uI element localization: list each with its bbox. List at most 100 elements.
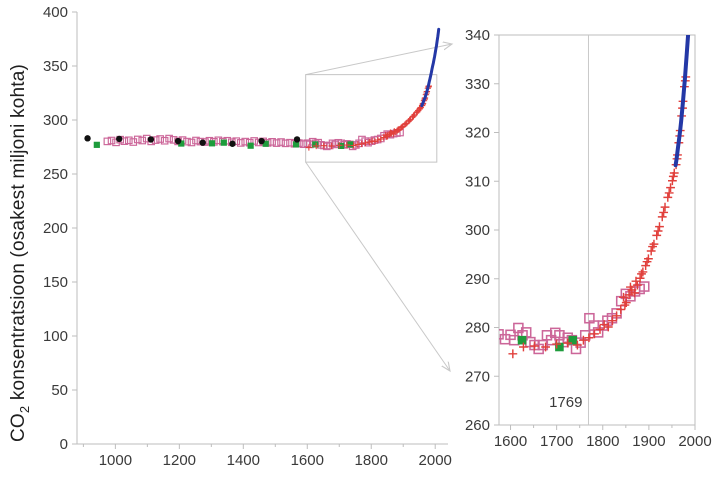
panel-inset: 1769 260 270 280 290 300 310 320 330 340 1600 1700 1…	[465, 27, 712, 450]
open-square-marker	[160, 136, 169, 145]
x-tick-label: 1200	[163, 452, 196, 469]
plus-marker	[358, 140, 365, 148]
dot-marker	[147, 136, 155, 143]
plus-marker	[584, 333, 594, 343]
plus-marker	[374, 136, 382, 144]
blue-line-path	[673, 35, 691, 168]
plus-marker	[655, 222, 664, 231]
x-tick-label: 1600	[291, 452, 324, 469]
plus-marker	[371, 138, 379, 145]
plus-marker	[644, 254, 653, 264]
series-black-dots	[84, 135, 301, 147]
y-tick-label: 270	[465, 368, 490, 385]
plus-marker	[657, 212, 667, 222]
y-tick-label: 150	[43, 274, 68, 291]
plus-marker	[666, 183, 675, 192]
zoom-connectors	[305, 44, 452, 371]
plus-marker	[563, 338, 573, 348]
plus-marker	[624, 290, 634, 300]
filled-square-marker	[312, 141, 319, 148]
open-square-marker	[250, 137, 259, 145]
y-axis-title: CO2 konsentratsioon (osakest miljoni koh…	[8, 64, 32, 442]
plus-marker	[328, 142, 335, 150]
y-tick-label: 320	[465, 125, 490, 142]
open-square-marker	[124, 136, 133, 145]
series-blue-line	[420, 27, 441, 108]
filled-square-marker	[178, 140, 185, 147]
plus-marker	[660, 202, 670, 212]
plus-marker	[377, 135, 385, 143]
y-axis-title-rest: konsentratsioon (osakest miljoni kohta)	[8, 63, 29, 406]
filled-square-marker	[568, 335, 578, 345]
plus-marker	[638, 267, 648, 277]
y-tick-label: 300	[465, 222, 490, 239]
plus-marker	[637, 269, 646, 279]
panel-inset-data	[499, 35, 691, 359]
plus-marker	[669, 168, 679, 178]
y-tick-label: 250	[43, 166, 68, 183]
y-tick-label: 100	[43, 328, 68, 345]
plus-marker	[612, 311, 621, 321]
plus-marker	[573, 340, 582, 350]
y-tick-label: 310	[465, 173, 490, 190]
x-tick-label: 2000	[419, 452, 452, 469]
filled-square-marker	[262, 140, 269, 147]
blue-line-path	[420, 27, 441, 108]
plus-marker	[608, 316, 617, 326]
plus-marker	[406, 117, 413, 124]
y-tick-label: 400	[43, 4, 68, 21]
plus-marker	[641, 261, 651, 270]
zoom-connector-upper	[305, 44, 452, 76]
open-square-marker	[303, 139, 312, 148]
plus-marker	[632, 280, 642, 290]
y-axis-title-subscript: 2	[16, 405, 32, 414]
y-tick-label: 0	[60, 436, 68, 453]
panel-main: 0 50 100 150 200 250 300 350 400 1000 1200 1400 1600…	[43, 4, 452, 469]
vline-label: 1769	[549, 394, 582, 411]
open-square-marker	[103, 137, 112, 146]
plus-marker	[541, 342, 550, 352]
x-tick-label: 1900	[632, 433, 665, 450]
plus-marker	[336, 142, 343, 149]
y-tick-label: 330	[465, 76, 490, 93]
plus-marker	[590, 329, 599, 339]
dot-marker	[116, 135, 123, 143]
plus-marker	[366, 138, 373, 146]
filled-square-marker	[93, 141, 100, 148]
plus-marker	[391, 128, 398, 135]
open-square-marker	[107, 136, 116, 145]
y-tick-label: 350	[43, 58, 68, 75]
dot-marker	[229, 140, 236, 147]
x-tick-label: 1700	[540, 433, 573, 450]
y-tick-label: 260	[465, 417, 490, 434]
dot-marker	[84, 135, 91, 142]
open-square-marker	[236, 139, 245, 147]
x-tick-label: 1600	[494, 433, 527, 450]
open-square-marker	[241, 137, 250, 146]
filled-square-marker	[517, 335, 527, 345]
plus-marker	[350, 142, 357, 149]
y-tick-label: 280	[465, 320, 490, 337]
open-square-marker	[268, 137, 276, 146]
filled-square-marker	[220, 139, 227, 146]
dot-marker	[174, 137, 182, 145]
filled-square-marker	[292, 141, 300, 148]
open-square-marker	[133, 135, 142, 144]
filled-square-marker	[338, 142, 345, 150]
open-square-marker	[192, 136, 200, 145]
y-tick-label: 300	[43, 112, 68, 129]
series-red-plus-marks	[508, 72, 691, 359]
open-square-marker	[165, 134, 173, 143]
open-square-marker	[156, 135, 164, 143]
open-square-marker	[272, 139, 281, 147]
dot-marker	[258, 137, 265, 145]
plus-marker	[603, 322, 613, 332]
open-square-marker	[129, 138, 138, 146]
open-square-marker	[505, 329, 516, 341]
plus-marker	[313, 142, 320, 150]
plus-marker	[664, 188, 674, 198]
x-tick-label: 1000	[99, 452, 132, 469]
x-tick-label: 1800	[586, 433, 619, 450]
plus-marker	[668, 176, 677, 186]
plus-marker	[635, 273, 645, 283]
